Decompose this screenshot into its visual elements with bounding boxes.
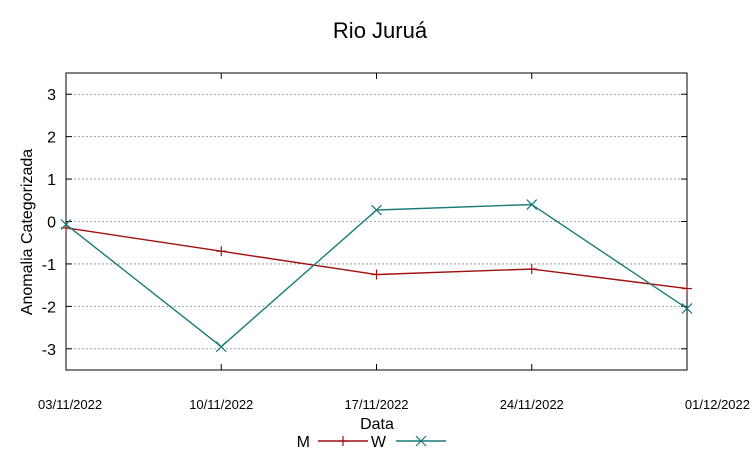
y-tick-label: -3 [42,342,56,359]
x-axis-title: Data [360,416,394,433]
data-point-w [526,199,538,210]
legend-label: W [371,434,387,451]
y-tick-label: 2 [47,130,56,147]
y-tick-label: -1 [42,257,56,274]
x-tick-label: 17/11/2022 [344,397,408,412]
y-tick-label: -2 [42,299,56,316]
y-tick-label: 3 [47,87,56,104]
series-lines [60,199,693,353]
chart-title: Rio Juruá [333,18,428,43]
x-axis-ticks: 03/11/2022 10/11/2022 17/11/2022 24/11/2022… [38,73,750,412]
x-tick-label: 10/11/2022 [189,397,253,412]
y-axis-title: Anomalia Categorizada [19,149,36,315]
data-point-w [371,204,382,216]
y-tick-label: 0 [47,215,56,232]
data-point-w [215,341,227,353]
x-tick-label: 24/11/2022 [500,397,564,412]
y-tick-label: 1 [47,172,56,189]
y-axis-ticks: -3 -2 -1 0 1 2 3 [42,87,687,359]
grid-lines [66,93,687,350]
x-tick-label: 03/11/2022 [38,397,102,412]
legend-swatch-marker [415,435,427,447]
legend-label: M [297,434,310,451]
data-point-w [681,303,693,314]
x-tick-label: 01/12/2022 [685,397,750,412]
data-point-w [60,219,72,230]
